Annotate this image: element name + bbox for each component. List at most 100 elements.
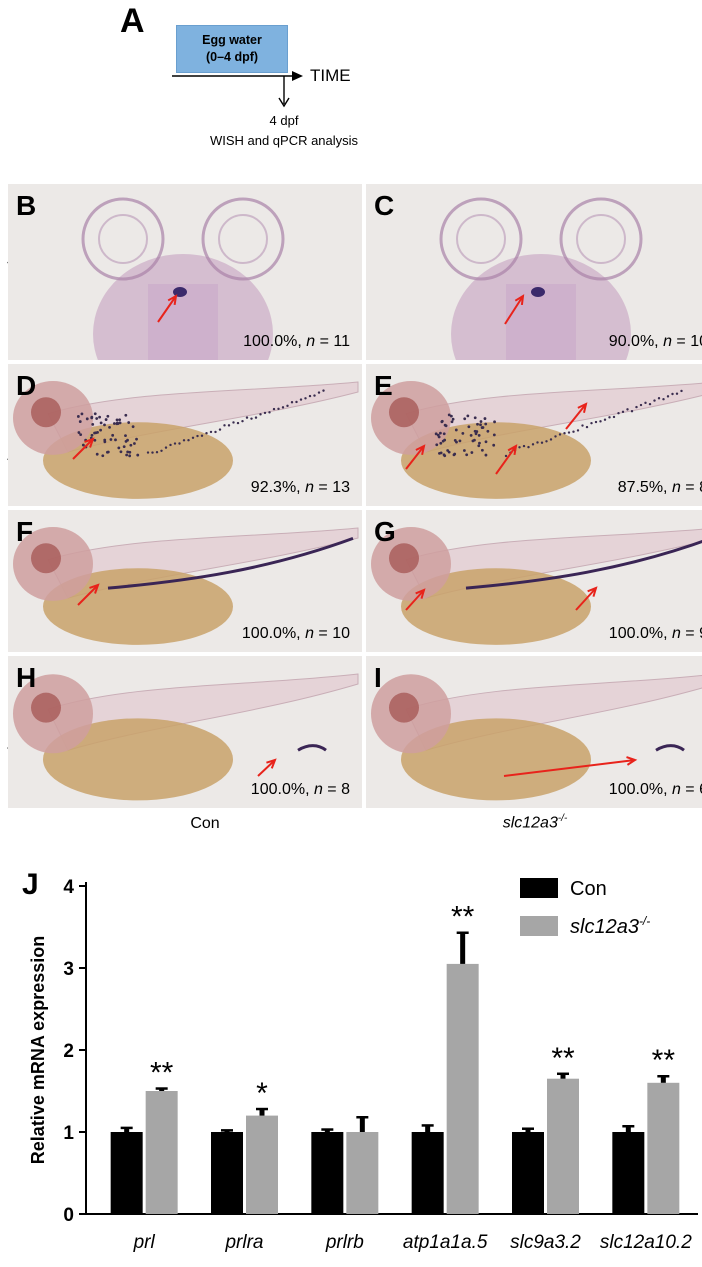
y-tick-label: 2 bbox=[63, 1041, 74, 1062]
analysis-label: WISH and qPCR analysis bbox=[184, 133, 384, 148]
stage-label: 4 dpf bbox=[234, 113, 334, 128]
percent-value: 87.5%, bbox=[618, 479, 672, 496]
stain-percentage: 100.0%, n = 6 bbox=[609, 781, 702, 799]
stain-percentage: 87.5%, n = 8 bbox=[618, 479, 702, 497]
time-label: TIME bbox=[310, 66, 351, 86]
percent-value: 92.3%, bbox=[251, 479, 305, 496]
panel-letter-j: J bbox=[22, 868, 39, 901]
y-tick-label: 1 bbox=[63, 1123, 74, 1144]
panel-letter: H bbox=[16, 662, 36, 694]
red-arrow-icon bbox=[258, 760, 275, 776]
n-label: n bbox=[314, 781, 323, 798]
bar-con bbox=[412, 1132, 444, 1214]
wish-panel-h: H 100.0%, n = 8 bbox=[8, 656, 362, 808]
x-tick-label: prlrb bbox=[325, 1232, 364, 1253]
n-label: n bbox=[305, 479, 314, 496]
stain-percentage: 100.0%, n = 11 bbox=[243, 333, 350, 351]
n-label: n bbox=[672, 781, 681, 798]
wish-panel-g: G 100.0%, n = 9 bbox=[366, 510, 702, 652]
panel-letter: C bbox=[374, 190, 394, 222]
percent-value: 100.0%, bbox=[243, 333, 306, 350]
eye bbox=[31, 693, 61, 723]
legend-swatch bbox=[520, 916, 558, 936]
bar-mutant bbox=[647, 1083, 679, 1214]
significance-marker: * bbox=[256, 1077, 268, 1110]
panel-letter: B bbox=[16, 190, 36, 222]
x-tick-label: prl bbox=[133, 1232, 156, 1253]
stain-percentage: 92.3%, n = 13 bbox=[251, 479, 350, 497]
wish-panel-d: D 92.3%, n = 13 bbox=[8, 364, 362, 506]
percent-value: 100.0%, bbox=[609, 625, 672, 642]
wish-panel-e: E 87.5%, n = 8 bbox=[366, 364, 702, 506]
expression-bar-chart: J 0 1 2 3 4 Relative mRNA expression ** prl * prlr… bbox=[0, 860, 702, 1267]
n-value: = 10 bbox=[314, 625, 350, 642]
bar-mutant bbox=[447, 964, 479, 1214]
bar-mutant bbox=[547, 1079, 579, 1214]
x-tick-label: slc9a3.2 bbox=[510, 1232, 581, 1253]
eye bbox=[389, 397, 419, 427]
wish-panel-i: I 100.0%, n = 6 bbox=[366, 656, 702, 808]
treatment-box-line2: (0–4 dpf) bbox=[177, 49, 287, 66]
bar-con bbox=[111, 1132, 143, 1214]
column-label-mutant-base: slc12a3 bbox=[503, 814, 558, 831]
stain-percentage: 100.0%, n = 9 bbox=[609, 625, 702, 643]
n-label: n bbox=[306, 333, 315, 350]
percent-value: 90.0%, bbox=[609, 333, 663, 350]
percent-value: 100.0%, bbox=[609, 781, 672, 798]
eye bbox=[31, 543, 61, 573]
n-label: n bbox=[672, 479, 681, 496]
bar-con bbox=[311, 1132, 343, 1214]
legend-label: Con bbox=[570, 878, 607, 900]
bar-mutant bbox=[246, 1116, 278, 1214]
bar-mutant bbox=[346, 1132, 378, 1214]
y-axis-label: Relative mRNA expression bbox=[28, 936, 48, 1164]
wish-panel-c: C 90.0%, n = 10 bbox=[366, 184, 702, 360]
y-tick-label: 4 bbox=[63, 877, 74, 898]
timeline-arrows bbox=[170, 66, 310, 112]
n-value: = 9 bbox=[681, 625, 702, 642]
panel-letter-a: A bbox=[120, 4, 145, 38]
n-value: = 10 bbox=[672, 333, 702, 350]
n-label: n bbox=[305, 625, 314, 642]
pituitary-signal bbox=[531, 287, 545, 297]
significance-marker: ** bbox=[451, 901, 475, 934]
n-value: = 8 bbox=[681, 479, 702, 496]
n-value: = 11 bbox=[315, 333, 350, 350]
percent-value: 100.0%, bbox=[242, 625, 305, 642]
column-label-mutant: slc12a3-/- bbox=[470, 813, 600, 832]
n-value: = 8 bbox=[323, 781, 350, 798]
wish-panel-b: B 100.0%, n = 11 bbox=[8, 184, 362, 360]
bar-con bbox=[612, 1132, 644, 1214]
legend-swatch bbox=[520, 878, 558, 898]
x-tick-label: atp1a1a.5 bbox=[403, 1232, 488, 1253]
n-label: n bbox=[672, 625, 681, 642]
stain-percentage: 100.0%, n = 10 bbox=[242, 625, 350, 643]
significance-marker: ** bbox=[150, 1057, 174, 1090]
column-label-con: Con bbox=[150, 815, 260, 833]
bar-con bbox=[512, 1132, 544, 1214]
n-label: n bbox=[663, 333, 672, 350]
x-tick-label: slc12a10.2 bbox=[600, 1232, 692, 1253]
treatment-box-line1: Egg water bbox=[177, 32, 287, 49]
significance-marker: ** bbox=[652, 1044, 676, 1077]
bar-mutant bbox=[146, 1091, 178, 1214]
n-value: = 13 bbox=[314, 479, 350, 496]
significance-marker: ** bbox=[551, 1042, 575, 1075]
eye bbox=[389, 693, 419, 723]
y-tick-label: 0 bbox=[63, 1205, 74, 1226]
stain-percentage: 90.0%, n = 10 bbox=[609, 333, 702, 351]
panel-letter: I bbox=[374, 662, 382, 694]
y-tick-label: 3 bbox=[63, 959, 74, 980]
percent-value: 100.0%, bbox=[251, 781, 314, 798]
x-tick-label: prlra bbox=[224, 1232, 263, 1253]
panel-letter: E bbox=[374, 370, 393, 402]
column-label-mutant-sup: -/- bbox=[558, 813, 567, 824]
n-value: = 6 bbox=[681, 781, 702, 798]
bar-con bbox=[211, 1132, 243, 1214]
legend-label: slc12a3-/- bbox=[570, 914, 650, 938]
panel-letter: F bbox=[16, 516, 33, 548]
stain-percentage: 100.0%, n = 8 bbox=[251, 781, 350, 799]
panel-letter: G bbox=[374, 516, 396, 548]
panel-letter: D bbox=[16, 370, 36, 402]
wish-panel-f: F 100.0%, n = 10 bbox=[8, 510, 362, 652]
